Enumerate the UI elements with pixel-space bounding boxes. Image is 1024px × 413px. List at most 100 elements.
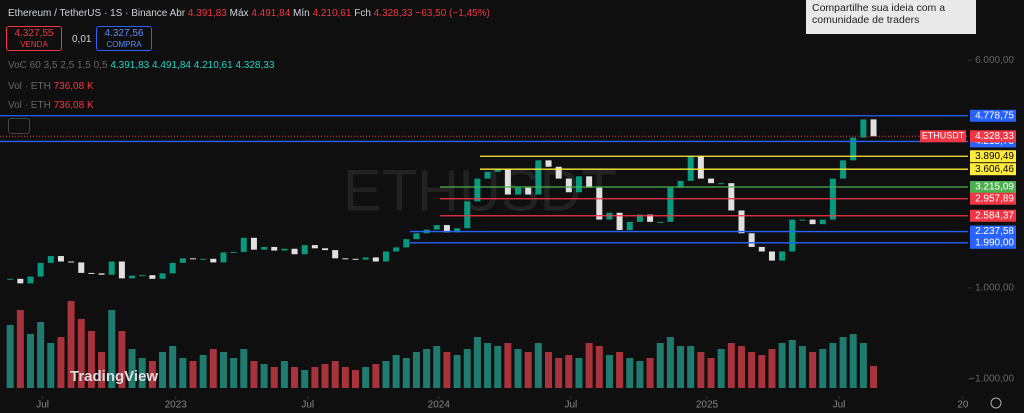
candle xyxy=(240,237,247,252)
volume-bar xyxy=(616,352,624,388)
settings-icon[interactable] xyxy=(990,397,1002,409)
volume-bar xyxy=(230,358,238,388)
candle xyxy=(860,119,867,138)
level-tag xyxy=(970,225,1016,238)
candle xyxy=(98,273,105,275)
volume-bar xyxy=(37,322,45,388)
spread: 0,01 xyxy=(72,34,92,45)
candle xyxy=(47,256,54,263)
volume-bar xyxy=(677,346,685,388)
candle xyxy=(37,262,44,277)
x-tick-label: Jul xyxy=(301,400,314,411)
volume-bar xyxy=(16,310,24,388)
volume-bar xyxy=(412,352,420,388)
volume-bar xyxy=(77,319,85,388)
candle xyxy=(545,160,552,167)
candle xyxy=(200,258,207,260)
volume-bar xyxy=(484,343,492,388)
candle xyxy=(748,233,755,247)
volume-bar xyxy=(301,370,309,388)
volume-bar xyxy=(575,358,583,388)
volume-bar xyxy=(219,352,227,388)
candle xyxy=(403,239,410,248)
candle xyxy=(88,272,95,274)
volume-bar xyxy=(585,343,593,388)
volume-bar xyxy=(524,352,532,388)
level-label: 2.957,89 xyxy=(975,193,1014,204)
candle xyxy=(779,251,786,261)
y-tick-label: 6.000,00 xyxy=(975,55,1014,66)
candle xyxy=(819,219,826,225)
candle xyxy=(27,276,34,284)
volume-bar xyxy=(352,370,360,388)
volume-bar xyxy=(291,367,299,388)
candle xyxy=(129,275,136,279)
level-label: 2.237,58 xyxy=(975,226,1014,237)
level-label: 3.606,46 xyxy=(975,164,1014,175)
tooltip: Compartilhe sua ideia com a comunidade d… xyxy=(806,0,976,34)
candle xyxy=(250,237,257,250)
indicator-name: Vol · ETH xyxy=(8,81,51,92)
volume-bar xyxy=(98,352,106,388)
candle xyxy=(525,187,532,195)
candle xyxy=(433,225,440,230)
volume-bar xyxy=(514,349,522,388)
volume-bar xyxy=(870,365,878,388)
candle xyxy=(372,257,379,262)
candle xyxy=(281,248,288,251)
candle xyxy=(504,169,511,195)
collapse-button[interactable] xyxy=(8,118,30,134)
price: 4.327,56 xyxy=(104,28,144,39)
volume-bar xyxy=(595,346,603,388)
volume-bar xyxy=(331,361,339,388)
volume-bar xyxy=(544,352,552,388)
value: 4.210,61 xyxy=(312,8,352,19)
volume-bar xyxy=(392,355,400,388)
x-tick-label: 2025 xyxy=(696,400,719,411)
candle xyxy=(647,214,654,222)
candle xyxy=(565,178,572,193)
level-tag xyxy=(970,181,1016,194)
volume-bar xyxy=(859,343,867,388)
candle xyxy=(210,258,217,263)
volume-bar xyxy=(372,364,380,388)
volume-bar xyxy=(798,346,806,388)
candle xyxy=(57,256,64,262)
volume-bar xyxy=(311,367,319,388)
volume-bar xyxy=(423,349,431,388)
candle xyxy=(616,212,623,231)
candle xyxy=(17,278,24,284)
candle xyxy=(738,210,745,234)
candle xyxy=(78,262,85,273)
level-label: 4.778,75 xyxy=(975,110,1014,121)
candle xyxy=(535,160,542,195)
x-tick-label: 2023 xyxy=(165,400,188,411)
candle xyxy=(454,228,461,233)
x-tick-label: Jul xyxy=(833,400,846,411)
volume-bar xyxy=(108,310,116,388)
volume-bar xyxy=(382,361,390,388)
volume-bar xyxy=(504,343,512,388)
buy-button[interactable]: 4.327,56 COMPRA xyxy=(96,26,152,51)
candle xyxy=(7,278,14,280)
volume-bar xyxy=(534,343,542,388)
volume-bar xyxy=(697,352,705,388)
volume-bar xyxy=(656,343,664,388)
volume-bar xyxy=(605,355,613,388)
candle xyxy=(159,273,166,279)
volume-bar xyxy=(47,343,55,388)
volume-bar xyxy=(118,331,126,388)
symbol-tag xyxy=(920,130,966,143)
candle xyxy=(443,225,450,233)
x-tick-label: 2024 xyxy=(428,400,451,411)
symbol-label: ETHUSDT xyxy=(922,131,965,141)
candle xyxy=(768,251,775,261)
candle xyxy=(261,246,268,250)
candle xyxy=(728,183,735,211)
candle xyxy=(555,166,562,179)
y-tick-label: −1.000,00 xyxy=(969,374,1014,385)
label: VENDA xyxy=(20,40,48,49)
sell-button[interactable]: 4.327,55 VENDA xyxy=(6,26,62,51)
volume-bar xyxy=(758,355,766,388)
